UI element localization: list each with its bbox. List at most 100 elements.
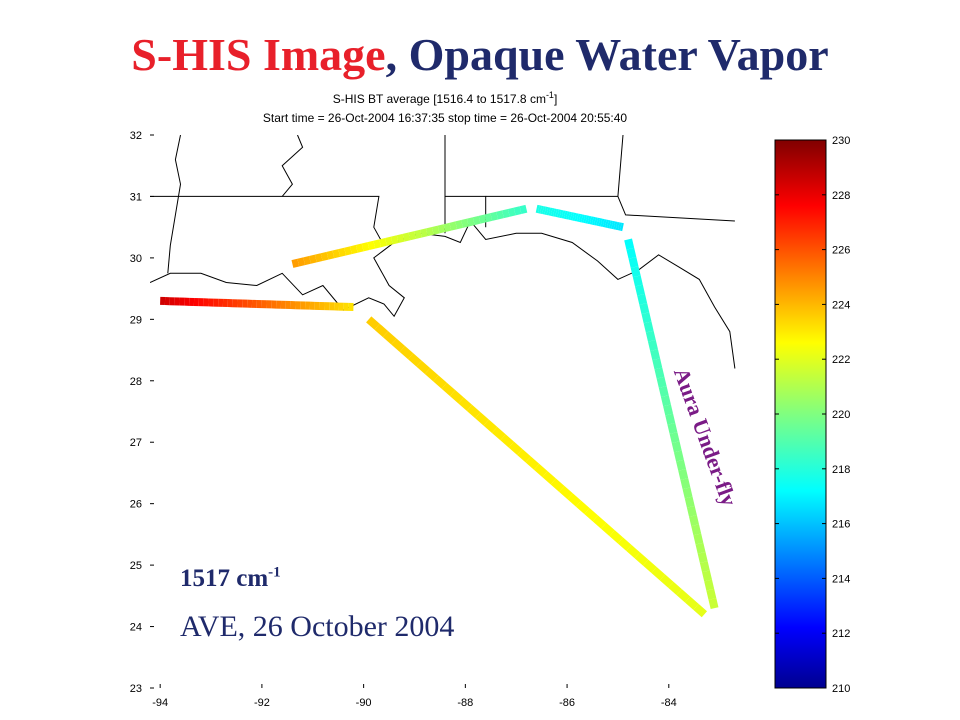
flight-track-segment: [630, 266, 641, 278]
flight-track-segment: [420, 228, 428, 238]
flight-track-segment: [496, 210, 504, 220]
chart-title-text: S-HIS BT average [1516.4 to 1517.8 cm: [332, 92, 546, 106]
flight-track-segment: [338, 247, 346, 257]
y-tick-label: 32: [130, 130, 142, 142]
flight-track-segment: [658, 386, 669, 398]
flight-track-segment: [632, 275, 643, 287]
slide-title-part2: Opaque Water Vapor: [408, 29, 829, 80]
frequency-annotation-base: 1517 cm: [180, 565, 269, 592]
flight-track-segment: [443, 222, 452, 232]
flight-leg-leg-1: [160, 296, 354, 312]
flight-track-segment: [399, 345, 414, 360]
flight-track-segment: [668, 581, 682, 596]
flight-track-segment: [641, 312, 652, 324]
flight-track-segment: [344, 246, 352, 256]
flight-track-segment: [567, 493, 582, 507]
flight-track-segment: [309, 254, 317, 264]
flight-track-segment: [663, 404, 674, 416]
flight-track-segment: [678, 468, 689, 481]
colorbar-tick-label: 210: [832, 683, 850, 695]
flight-track-segment: [686, 505, 697, 517]
flight-track-segment: [651, 567, 666, 581]
flight-leg-leg-5: [366, 316, 708, 618]
flight-track-layer: [160, 204, 719, 618]
flight-track-segment: [695, 542, 706, 554]
flight-track-segment: [693, 533, 704, 545]
state-border: [282, 195, 385, 246]
slide-title: S-HIS Image, Opaque Water Vapor: [0, 28, 960, 81]
flight-track-segment: [441, 382, 456, 397]
chart-title-close: ]: [553, 92, 558, 106]
flight-track-segment: [643, 559, 657, 574]
y-tick-label: 25: [130, 560, 142, 572]
flight-track-segment: [303, 255, 311, 266]
x-tick-label: -90: [356, 697, 372, 709]
flight-leg-leg-4: [624, 238, 719, 610]
flight-track-segment: [424, 367, 439, 382]
flight-track-segment: [660, 395, 671, 407]
colorbar-tick-label: 214: [832, 573, 850, 585]
colorbar-tick-label: 228: [832, 190, 850, 202]
flight-track-segment: [458, 397, 473, 411]
flight-track-segment: [390, 235, 399, 245]
x-axis: -94 -92 -90 -88 -86 -84: [152, 684, 677, 709]
flight-track-segment: [361, 242, 370, 252]
flight-track-segment: [634, 552, 649, 566]
y-tick-label: 27: [130, 437, 142, 449]
x-tick-label: -94: [152, 697, 168, 709]
flight-track-segment: [639, 303, 650, 315]
flight-track-segment: [680, 478, 691, 490]
flight-track-segment: [355, 243, 364, 253]
colorbar-tick-label: 230: [832, 135, 850, 147]
flight-track-segment: [624, 238, 635, 250]
y-tick-label: 26: [130, 499, 142, 511]
flight-track-segment: [519, 204, 528, 215]
flight-track-segment: [643, 321, 654, 333]
flight-track-segment: [654, 367, 665, 379]
flight-track-segment: [691, 524, 702, 536]
flight-track-segment: [699, 561, 710, 573]
flight-track-segment: [291, 258, 300, 268]
flight-track-segment: [332, 249, 341, 259]
flight-track-segment: [682, 487, 693, 499]
flight-track-segment: [414, 229, 423, 239]
y-tick-label: 30: [130, 253, 142, 265]
flight-track-segment: [449, 221, 458, 231]
y-axis: 23 24 25 26 27 28 29 30 31 32: [130, 130, 154, 695]
flight-track-segment: [500, 434, 515, 448]
flight-track-segment: [659, 574, 674, 588]
flight-track-segment: [508, 441, 523, 456]
colorbar-tick-label: 222: [832, 354, 850, 366]
flight-track-segment: [373, 239, 382, 249]
y-tick-label: 28: [130, 376, 142, 388]
flight-track-segment: [466, 404, 481, 419]
flight-track-segment: [437, 224, 446, 234]
flight-track-segment: [676, 589, 691, 603]
flight-track-segment: [431, 225, 440, 235]
flight-track-segment: [689, 515, 700, 527]
flight-track-segment: [671, 441, 682, 453]
flight-track-segment: [379, 238, 387, 248]
flight-track-segment: [507, 207, 516, 217]
flight-track-segment: [592, 515, 607, 529]
flight-track-segment: [637, 293, 648, 305]
flight-track-segment: [584, 508, 598, 522]
x-tick-label: -88: [457, 697, 473, 709]
flight-track-segment: [402, 232, 411, 242]
flight-track-segment: [475, 412, 489, 426]
chart-title: S-HIS BT average [1516.4 to 1517.8 cm-1]: [150, 90, 740, 106]
flight-track-segment: [483, 419, 498, 433]
flight-track-segment: [484, 213, 493, 223]
flight-track-segment: [645, 330, 656, 342]
colorbar-tick-label: 220: [832, 409, 850, 421]
slide-title-part1: S-HIS Image: [131, 29, 386, 80]
flight-track-segment: [525, 456, 540, 470]
flight-track-segment: [472, 215, 481, 226]
slide-title-separator: ,: [385, 29, 409, 80]
x-tick-label: -84: [661, 697, 677, 709]
flight-track-segment: [490, 211, 499, 221]
flight-track-segment: [396, 233, 405, 244]
colorbar-gradient: [774, 139, 827, 689]
